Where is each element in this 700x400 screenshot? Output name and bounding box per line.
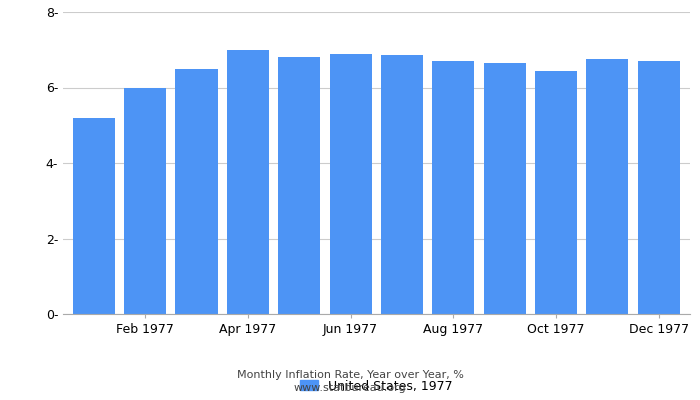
Bar (484, 63, 526, 314)
Bar (227, 50, 269, 314)
Bar (330, 54, 372, 314)
Legend: United States, 1977: United States, 1977 (295, 375, 458, 398)
Text: Monthly Inflation Rate, Year over Year, %: Monthly Inflation Rate, Year over Year, … (237, 370, 463, 380)
Bar (432, 61, 475, 314)
Text: www.statbureau.org: www.statbureau.org (294, 383, 406, 393)
Bar (535, 70, 577, 314)
Bar (73, 118, 115, 314)
Bar (278, 57, 321, 314)
Bar (176, 69, 218, 314)
Bar (381, 56, 423, 314)
Bar (587, 59, 629, 314)
Bar (124, 88, 166, 314)
Bar (638, 61, 680, 314)
